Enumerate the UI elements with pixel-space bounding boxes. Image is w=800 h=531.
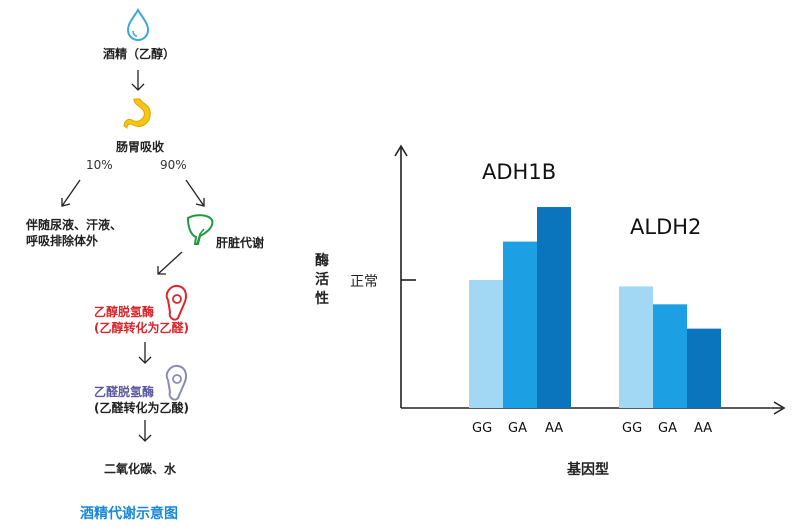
reference-label: 正常 bbox=[350, 274, 378, 290]
y-axis-arrow bbox=[394, 144, 408, 157]
category-label: GG bbox=[472, 421, 493, 436]
category-label: AA bbox=[545, 421, 564, 436]
x-axis-title: 基因型 bbox=[567, 462, 609, 478]
flow-graphics bbox=[61, 7, 214, 442]
water-drop-icon bbox=[126, 7, 150, 42]
percent-liver-label: 90% bbox=[160, 158, 187, 172]
y-axis-title: 酶活性 bbox=[315, 253, 329, 307]
adh-label-line2: (乙醇转化为乙醛) bbox=[94, 321, 189, 335]
bar-adh1b-ga bbox=[503, 241, 537, 408]
x-axis-arrow bbox=[773, 401, 786, 415]
liver-metabolism-label: 肝脏代谢 bbox=[216, 236, 265, 250]
aldh-label-line1: 乙醛脱氢酶 bbox=[94, 385, 155, 399]
category-label: GA bbox=[508, 421, 527, 436]
bar-adh1b-gg bbox=[469, 280, 503, 408]
bars-layer bbox=[469, 207, 721, 408]
liver-icon bbox=[186, 214, 214, 245]
arrow-right-branch bbox=[185, 179, 205, 207]
adh-enzyme-icon bbox=[165, 284, 187, 321]
bar-adh1b-aa bbox=[537, 207, 571, 408]
adh-label-line1: 乙醇脱氢酶 bbox=[94, 305, 155, 319]
category-label: GA bbox=[658, 421, 677, 436]
diagram-title: 酒精代谢示意图 bbox=[80, 506, 178, 522]
chart-plot bbox=[394, 144, 786, 415]
metabolism-flow: 酒精（乙醇） 肠胃吸收 10% 90% 伴随尿液、汗液、 呼吸排除体外 肝脏代谢… bbox=[0, 0, 320, 531]
arrow-diagonal-liver bbox=[157, 251, 183, 275]
aldh-label-line2: (乙醛转化为乙酸) bbox=[94, 401, 189, 415]
final-products-label: 二氧化碳、水 bbox=[104, 462, 177, 476]
arrow-down-1 bbox=[131, 70, 145, 91]
series-label-adh1b: ADH1B bbox=[482, 160, 557, 184]
arrow-down-4 bbox=[138, 420, 152, 442]
arrow-down-3 bbox=[138, 342, 152, 364]
category-label: AA bbox=[694, 421, 713, 436]
step-alcohol-label: 酒精（乙醇） bbox=[103, 47, 176, 61]
enzyme-activity-chart: 酶活性 正常 ADH1B ALDH2 GG GA AA GG GA AA 基因型 bbox=[315, 0, 800, 531]
excretion-label-line1: 伴随尿液、汗液、 bbox=[26, 218, 123, 232]
excretion-label-line2: 呼吸排除体外 bbox=[26, 234, 99, 248]
arrow-left-branch bbox=[61, 179, 81, 207]
stomach-icon bbox=[123, 98, 151, 129]
series-label-aldh2: ALDH2 bbox=[630, 215, 702, 239]
bar-aldh2-gg bbox=[619, 286, 653, 408]
step-absorption-label: 肠胃吸收 bbox=[116, 140, 165, 154]
aldh-enzyme-icon bbox=[165, 364, 187, 401]
percent-excretion-label: 10% bbox=[86, 158, 113, 172]
bar-aldh2-aa bbox=[687, 328, 721, 408]
category-label: GG bbox=[622, 421, 643, 436]
bar-aldh2-ga bbox=[653, 304, 687, 408]
